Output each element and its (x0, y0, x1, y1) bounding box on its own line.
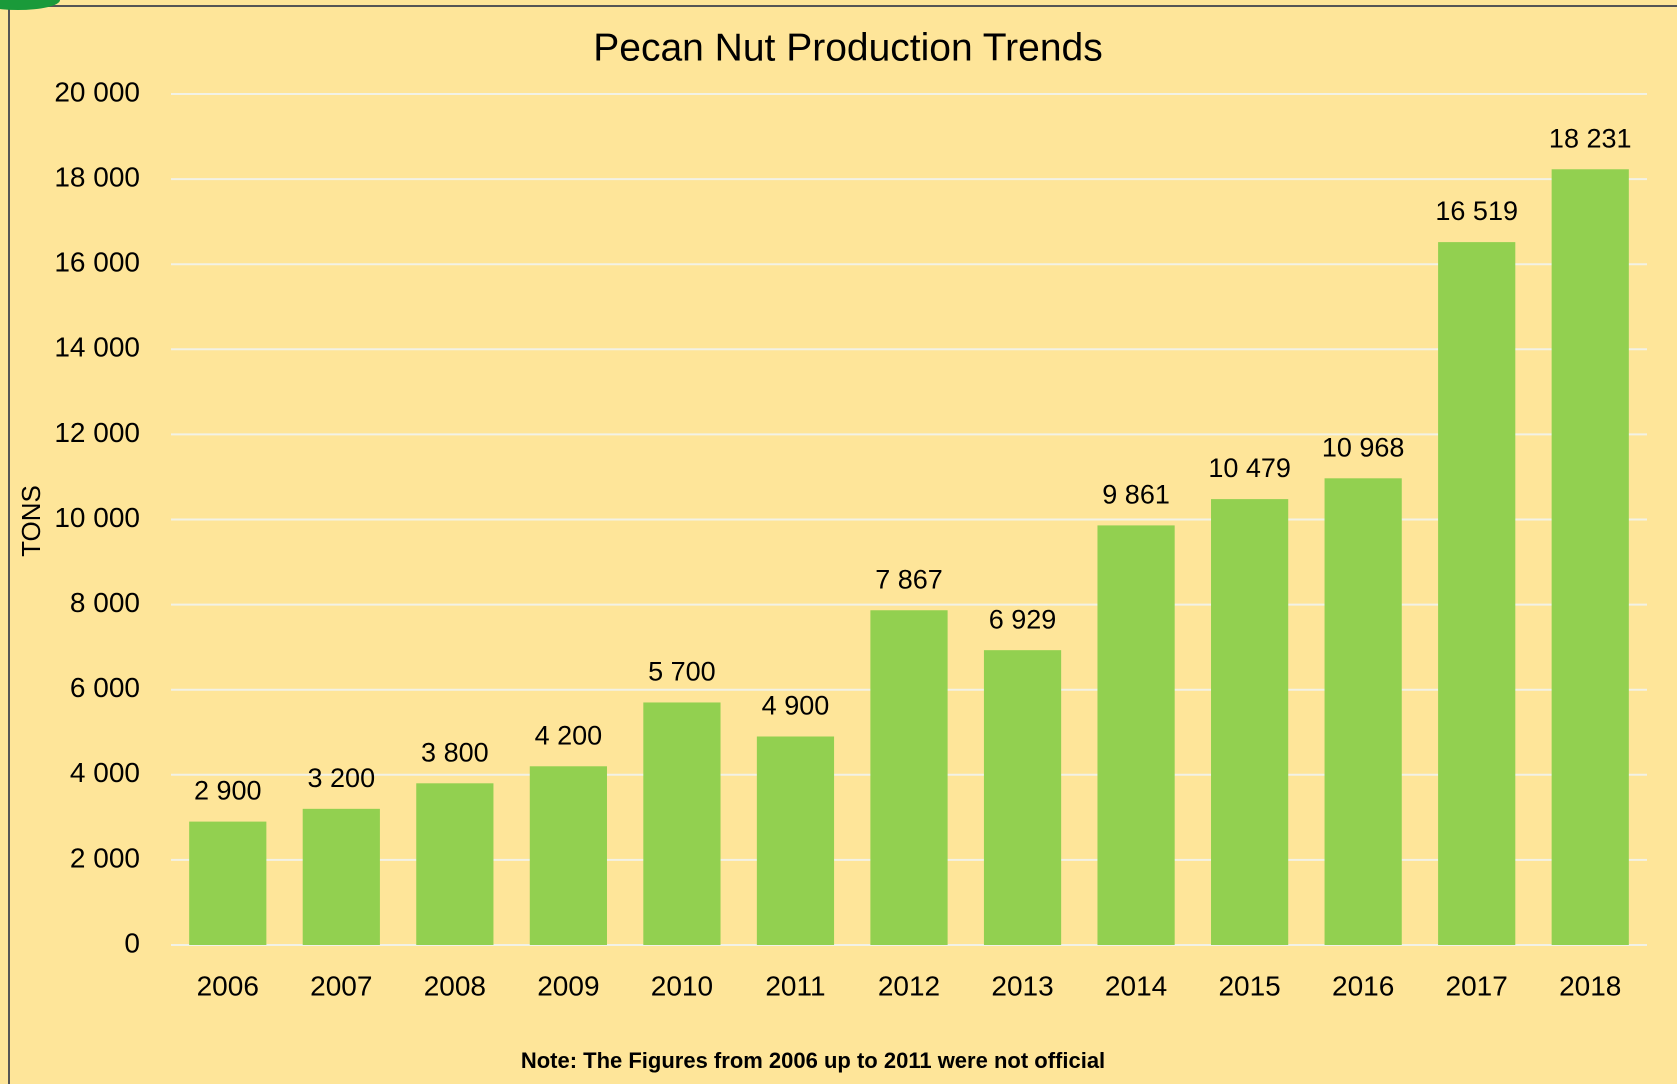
chart-title: Pecan Nut Production Trends (593, 26, 1102, 69)
data-label: 5 700 (648, 657, 716, 687)
x-tick-label: 2012 (878, 970, 940, 1001)
bar (756, 736, 835, 945)
bar (416, 783, 494, 945)
bar (189, 821, 267, 945)
data-label: 9 861 (1102, 480, 1170, 510)
y-tick-label: 18 000 (54, 161, 140, 192)
x-tick-label: 2010 (651, 970, 713, 1001)
x-tick-label: 2007 (310, 970, 372, 1001)
data-label: 4 900 (762, 691, 830, 721)
data-label: 3 200 (308, 763, 376, 793)
bar (302, 808, 380, 945)
x-tick-label: 2006 (197, 970, 259, 1001)
y-tick-label: 10 000 (54, 502, 140, 533)
note: Note: The Figures from 2006 up to 2011 w… (521, 1048, 1105, 1073)
bar (1438, 242, 1516, 945)
bar (1211, 499, 1289, 945)
y-tick-label: 16 000 (54, 247, 140, 278)
y-tick-label: 6 000 (70, 672, 140, 703)
data-label: 3 800 (421, 737, 489, 767)
y-tick-label: 12 000 (54, 417, 140, 448)
x-tick-label: 2015 (1218, 970, 1280, 1001)
data-label: 10 968 (1322, 432, 1405, 462)
data-label: 2 900 (194, 776, 262, 806)
y-tick-label: 2 000 (70, 842, 140, 873)
data-label: 10 479 (1208, 453, 1291, 483)
data-label: 16 519 (1435, 196, 1518, 226)
bar (1097, 525, 1175, 945)
x-tick-label: 2011 (765, 970, 825, 1001)
bar (983, 650, 1062, 945)
x-tick-label: 2009 (537, 970, 599, 1001)
bar (1324, 478, 1402, 945)
x-tick-label: 2016 (1332, 970, 1394, 1001)
x-tick-label: 2013 (991, 970, 1053, 1001)
y-tick-label: 4 000 (70, 757, 140, 788)
y-tick-label: 14 000 (54, 332, 140, 363)
data-label: 18 231 (1549, 123, 1632, 153)
data-label: 6 929 (989, 604, 1057, 634)
x-tick-label: 2018 (1559, 970, 1621, 1001)
x-tick-label: 2017 (1446, 970, 1508, 1001)
corner-logo (0, 0, 60, 10)
x-tick-label: 2014 (1105, 970, 1167, 1001)
bar (870, 610, 948, 945)
data-label: 7 867 (875, 564, 943, 594)
bar (1551, 169, 1629, 946)
y-tick-label: 8 000 (70, 587, 140, 618)
x-tick-label: 2008 (424, 970, 486, 1001)
data-label: 4 200 (535, 720, 603, 750)
bar (643, 702, 721, 945)
y-tick-label: 20 000 (54, 76, 140, 107)
bar (529, 766, 607, 945)
y-tick-label: 0 (124, 927, 140, 958)
y-axis-title: TONS (16, 485, 46, 557)
